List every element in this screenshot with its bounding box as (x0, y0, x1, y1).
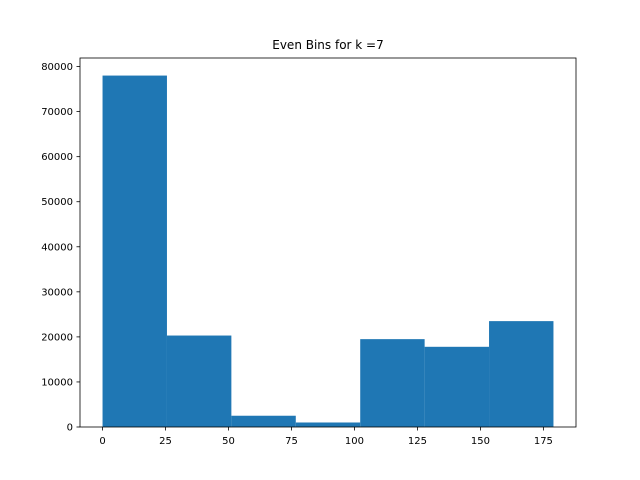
plot-frame (79, 57, 577, 428)
x-tick-label: 100 (345, 436, 364, 447)
x-tick-label: 125 (408, 436, 427, 447)
histogram-bar-7 (489, 321, 554, 427)
x-tick-label: 25 (159, 436, 172, 447)
bars-group (102, 75, 554, 428)
y-tick-label: 70000 (41, 107, 73, 118)
y-tick-label: 80000 (41, 62, 73, 73)
histogram-bar-2 (166, 335, 232, 427)
y-tick-label: 20000 (41, 332, 73, 343)
x-axis-ticks: 0 25 50 75 100 125 150 175 (99, 427, 553, 447)
y-axis-ticks: 0 10000 20000 30000 40000 50000 60000 70000 8000… (41, 62, 80, 434)
y-tick-label: 50000 (41, 197, 73, 208)
x-tick-label: 0 (99, 436, 105, 447)
y-tick-label: 10000 (41, 377, 73, 388)
histogram-bar-5 (360, 339, 425, 427)
histogram-bar-1 (102, 75, 167, 428)
y-tick-label: 60000 (41, 152, 73, 163)
y-tick-label: 30000 (41, 287, 73, 298)
y-tick-label: 0 (67, 423, 73, 434)
x-tick-label: 175 (534, 436, 553, 447)
x-tick-label: 50 (222, 436, 235, 447)
histogram-bar-6 (424, 346, 490, 427)
histogram-bar-4 (295, 422, 361, 427)
histogram-bar-3 (231, 415, 296, 427)
x-tick-label: 75 (285, 436, 298, 447)
x-tick-label: 150 (471, 436, 490, 447)
y-tick-label: 40000 (41, 242, 73, 253)
chart-title: Even Bins for k =7 (272, 38, 384, 52)
